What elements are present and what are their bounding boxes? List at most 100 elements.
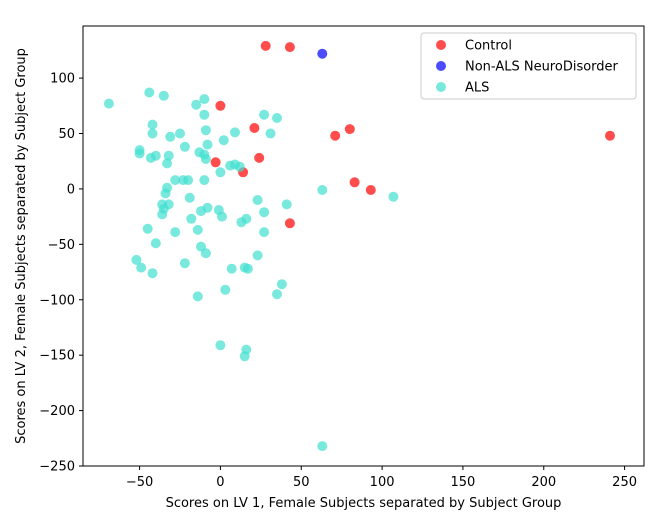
data-point-als-22: [218, 135, 229, 146]
data-point-als-3: [191, 99, 202, 110]
data-point-als-58: [150, 238, 161, 249]
data-point-control-11: [365, 185, 376, 195]
y-tick-label: −50: [48, 238, 75, 253]
data-point-als-61: [179, 258, 190, 269]
data-point-als-55: [170, 227, 181, 238]
data-point-als-29: [234, 161, 245, 172]
data-point-als-69: [276, 279, 287, 290]
data-point-als-26: [162, 158, 173, 169]
y-tick-label: −150: [39, 349, 75, 364]
data-point-als-10: [165, 131, 176, 142]
data-point-als-8: [147, 119, 158, 130]
data-point-als-41: [157, 209, 168, 220]
data-point-als-21: [202, 139, 213, 150]
y-axis-ticks: −250 −200 −150 −100 −50 0 50 100: [39, 72, 83, 475]
data-point-als-5: [199, 109, 210, 120]
data-point-als-11: [175, 128, 185, 139]
data-point-als-76: [317, 441, 328, 452]
data-point-als-20: [179, 141, 190, 152]
x-axis-label: Scores on LV 1, Female Subjects separate…: [166, 496, 562, 511]
x-tick-label: 100: [370, 475, 395, 490]
data-point-als-64: [136, 262, 147, 273]
data-point-als-46: [186, 213, 197, 224]
data-point-als-66: [226, 263, 237, 274]
legend-marker-non-als: [436, 61, 446, 71]
legend-marker-als: [436, 82, 446, 92]
legend-box: [420, 32, 637, 100]
data-point-control-7: [210, 157, 221, 168]
data-point-als-63: [131, 254, 142, 265]
data-point-control-4: [330, 130, 341, 141]
y-axis-label: Scores on LV 2, Female Subjects separate…: [14, 48, 29, 444]
data-point-als-62: [252, 250, 263, 261]
data-point-control-0: [260, 40, 271, 51]
data-point-als-7: [272, 113, 282, 123]
data-point-als-75: [239, 351, 250, 362]
data-point-control-1: [284, 42, 295, 53]
data-point-als-0: [103, 98, 114, 109]
data-point-control-3: [249, 123, 260, 133]
y-tick-label: −100: [39, 293, 75, 308]
x-tick-label: 200: [531, 475, 556, 490]
data-point-als-45: [217, 211, 227, 222]
data-point-non-als-neurodisorder-0: [317, 48, 328, 59]
data-point-als-12: [200, 125, 211, 136]
data-point-als-34: [199, 175, 210, 186]
data-point-als-53: [388, 191, 399, 202]
data-point-als-65: [147, 268, 158, 279]
data-point-als-52: [317, 185, 328, 195]
data-point-als-48: [252, 195, 263, 205]
data-point-als-18: [145, 152, 156, 163]
data-point-control-10: [349, 177, 360, 188]
x-tick-label: −50: [126, 475, 153, 490]
data-point-control-6: [605, 130, 615, 141]
data-point-als-71: [272, 289, 282, 300]
data-point-als-14: [265, 128, 276, 139]
data-point-als-49: [259, 207, 270, 218]
data-point-als-30: [215, 167, 226, 178]
data-point-als-25: [200, 154, 211, 164]
legend-marker-control: [436, 40, 446, 50]
plot-area-frame: [82, 25, 645, 467]
data-point-als-56: [192, 224, 203, 235]
data-point-als-6: [259, 109, 270, 120]
x-tick-label: 50: [293, 475, 310, 490]
y-tick-label: 50: [58, 127, 75, 142]
data-point-als-16: [134, 148, 145, 159]
data-point-als-2: [158, 90, 169, 101]
data-point-als-73: [215, 340, 226, 351]
data-point-als-60: [200, 248, 211, 259]
data-point-control-5: [344, 124, 355, 135]
data-point-als-72: [192, 291, 203, 302]
y-tick-label: −200: [39, 404, 75, 419]
data-point-als-54: [142, 223, 153, 234]
data-point-control-12: [284, 218, 295, 229]
data-point-als-36: [160, 188, 171, 199]
data-point-als-19: [163, 150, 174, 161]
data-point-control-8: [254, 152, 265, 163]
data-point-als-13: [230, 127, 240, 138]
data-points: [103, 40, 615, 452]
y-tick-label: −250: [39, 460, 75, 475]
legend-label-als: ALS: [465, 81, 489, 96]
data-point-als-51: [281, 199, 292, 210]
data-point-control-2: [215, 100, 226, 111]
data-point-als-1: [144, 87, 155, 98]
data-point-als-70: [220, 284, 231, 295]
data-point-als-50: [236, 217, 247, 228]
x-tick-label: 150: [451, 475, 476, 490]
x-tick-label: 0: [216, 475, 224, 490]
data-point-als-57: [259, 227, 270, 238]
data-point-als-33: [183, 175, 194, 186]
x-axis-ticks: −50 0 50 100 150 200 250: [126, 466, 637, 490]
legend-label-non-als: Non-ALS NeuroDisorder: [465, 60, 619, 75]
legend-label-control: Control: [465, 39, 512, 54]
x-tick-label: 250: [612, 475, 637, 490]
legend: Control Non-ALS NeuroDisorder ALS: [420, 32, 637, 100]
data-point-als-37: [184, 192, 195, 203]
data-point-als-4: [199, 94, 210, 105]
data-point-als-43: [196, 206, 206, 217]
y-tick-label: 100: [50, 72, 75, 87]
data-point-als-68: [242, 263, 253, 274]
data-point-als-31: [170, 175, 181, 186]
